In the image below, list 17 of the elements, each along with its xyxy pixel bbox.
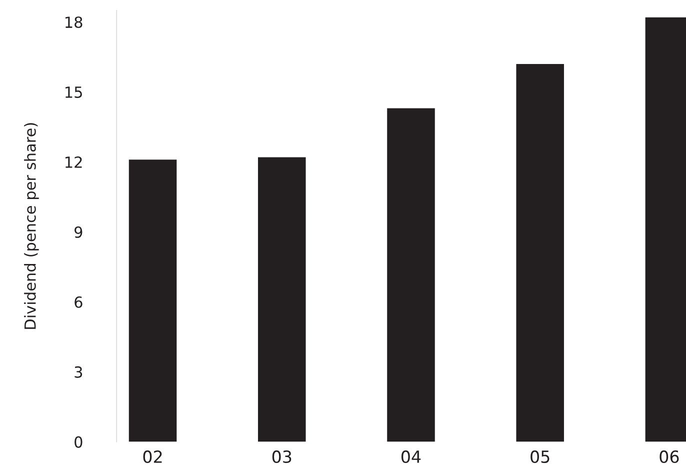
x-tick-label: 03	[272, 450, 292, 464]
y-axis-title: Dividend (pence per share)	[24, 123, 39, 329]
y-tick-label: 12	[66, 156, 82, 168]
y-tick-label: 18	[66, 16, 82, 28]
bar	[128, 160, 177, 442]
bar	[387, 108, 435, 442]
y-tick-label: 6	[74, 296, 82, 308]
bar	[516, 64, 564, 442]
y-tick-label: 0	[74, 436, 82, 448]
x-tick-label: 05	[530, 450, 550, 464]
y-tick-label: 3	[74, 366, 82, 378]
bar	[258, 157, 306, 442]
y-tick-label: 9	[74, 226, 82, 238]
x-tick-label: 06	[660, 450, 679, 464]
y-tick-label: 15	[66, 86, 82, 98]
x-tick-label: 04	[401, 450, 421, 464]
x-tick-label: 02	[143, 450, 162, 464]
